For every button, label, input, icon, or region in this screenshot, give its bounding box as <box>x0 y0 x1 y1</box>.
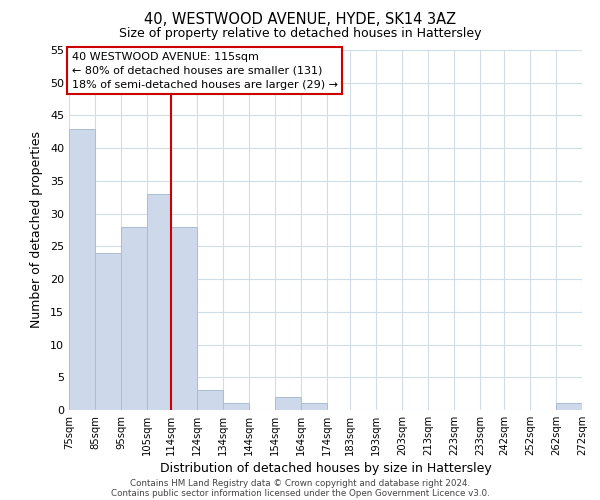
Text: Contains public sector information licensed under the Open Government Licence v3: Contains public sector information licen… <box>110 488 490 498</box>
Bar <box>147 194 170 410</box>
Text: Contains HM Land Registry data © Crown copyright and database right 2024.: Contains HM Land Registry data © Crown c… <box>130 478 470 488</box>
Bar <box>223 404 248 410</box>
Bar <box>275 397 301 410</box>
Bar <box>69 128 95 410</box>
X-axis label: Distribution of detached houses by size in Hattersley: Distribution of detached houses by size … <box>160 462 491 475</box>
Bar <box>170 226 197 410</box>
Bar <box>95 253 121 410</box>
Bar <box>197 390 223 410</box>
Bar <box>121 226 147 410</box>
Bar <box>556 404 582 410</box>
Text: Size of property relative to detached houses in Hattersley: Size of property relative to detached ho… <box>119 28 481 40</box>
Text: 40 WESTWOOD AVENUE: 115sqm
← 80% of detached houses are smaller (131)
18% of sem: 40 WESTWOOD AVENUE: 115sqm ← 80% of deta… <box>71 52 338 90</box>
Bar <box>301 404 327 410</box>
Text: 40, WESTWOOD AVENUE, HYDE, SK14 3AZ: 40, WESTWOOD AVENUE, HYDE, SK14 3AZ <box>144 12 456 28</box>
Y-axis label: Number of detached properties: Number of detached properties <box>30 132 43 328</box>
